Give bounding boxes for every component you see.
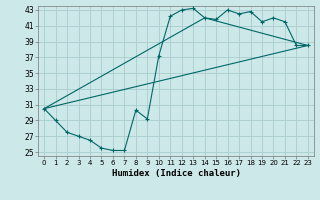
X-axis label: Humidex (Indice chaleur): Humidex (Indice chaleur) xyxy=(111,169,241,178)
